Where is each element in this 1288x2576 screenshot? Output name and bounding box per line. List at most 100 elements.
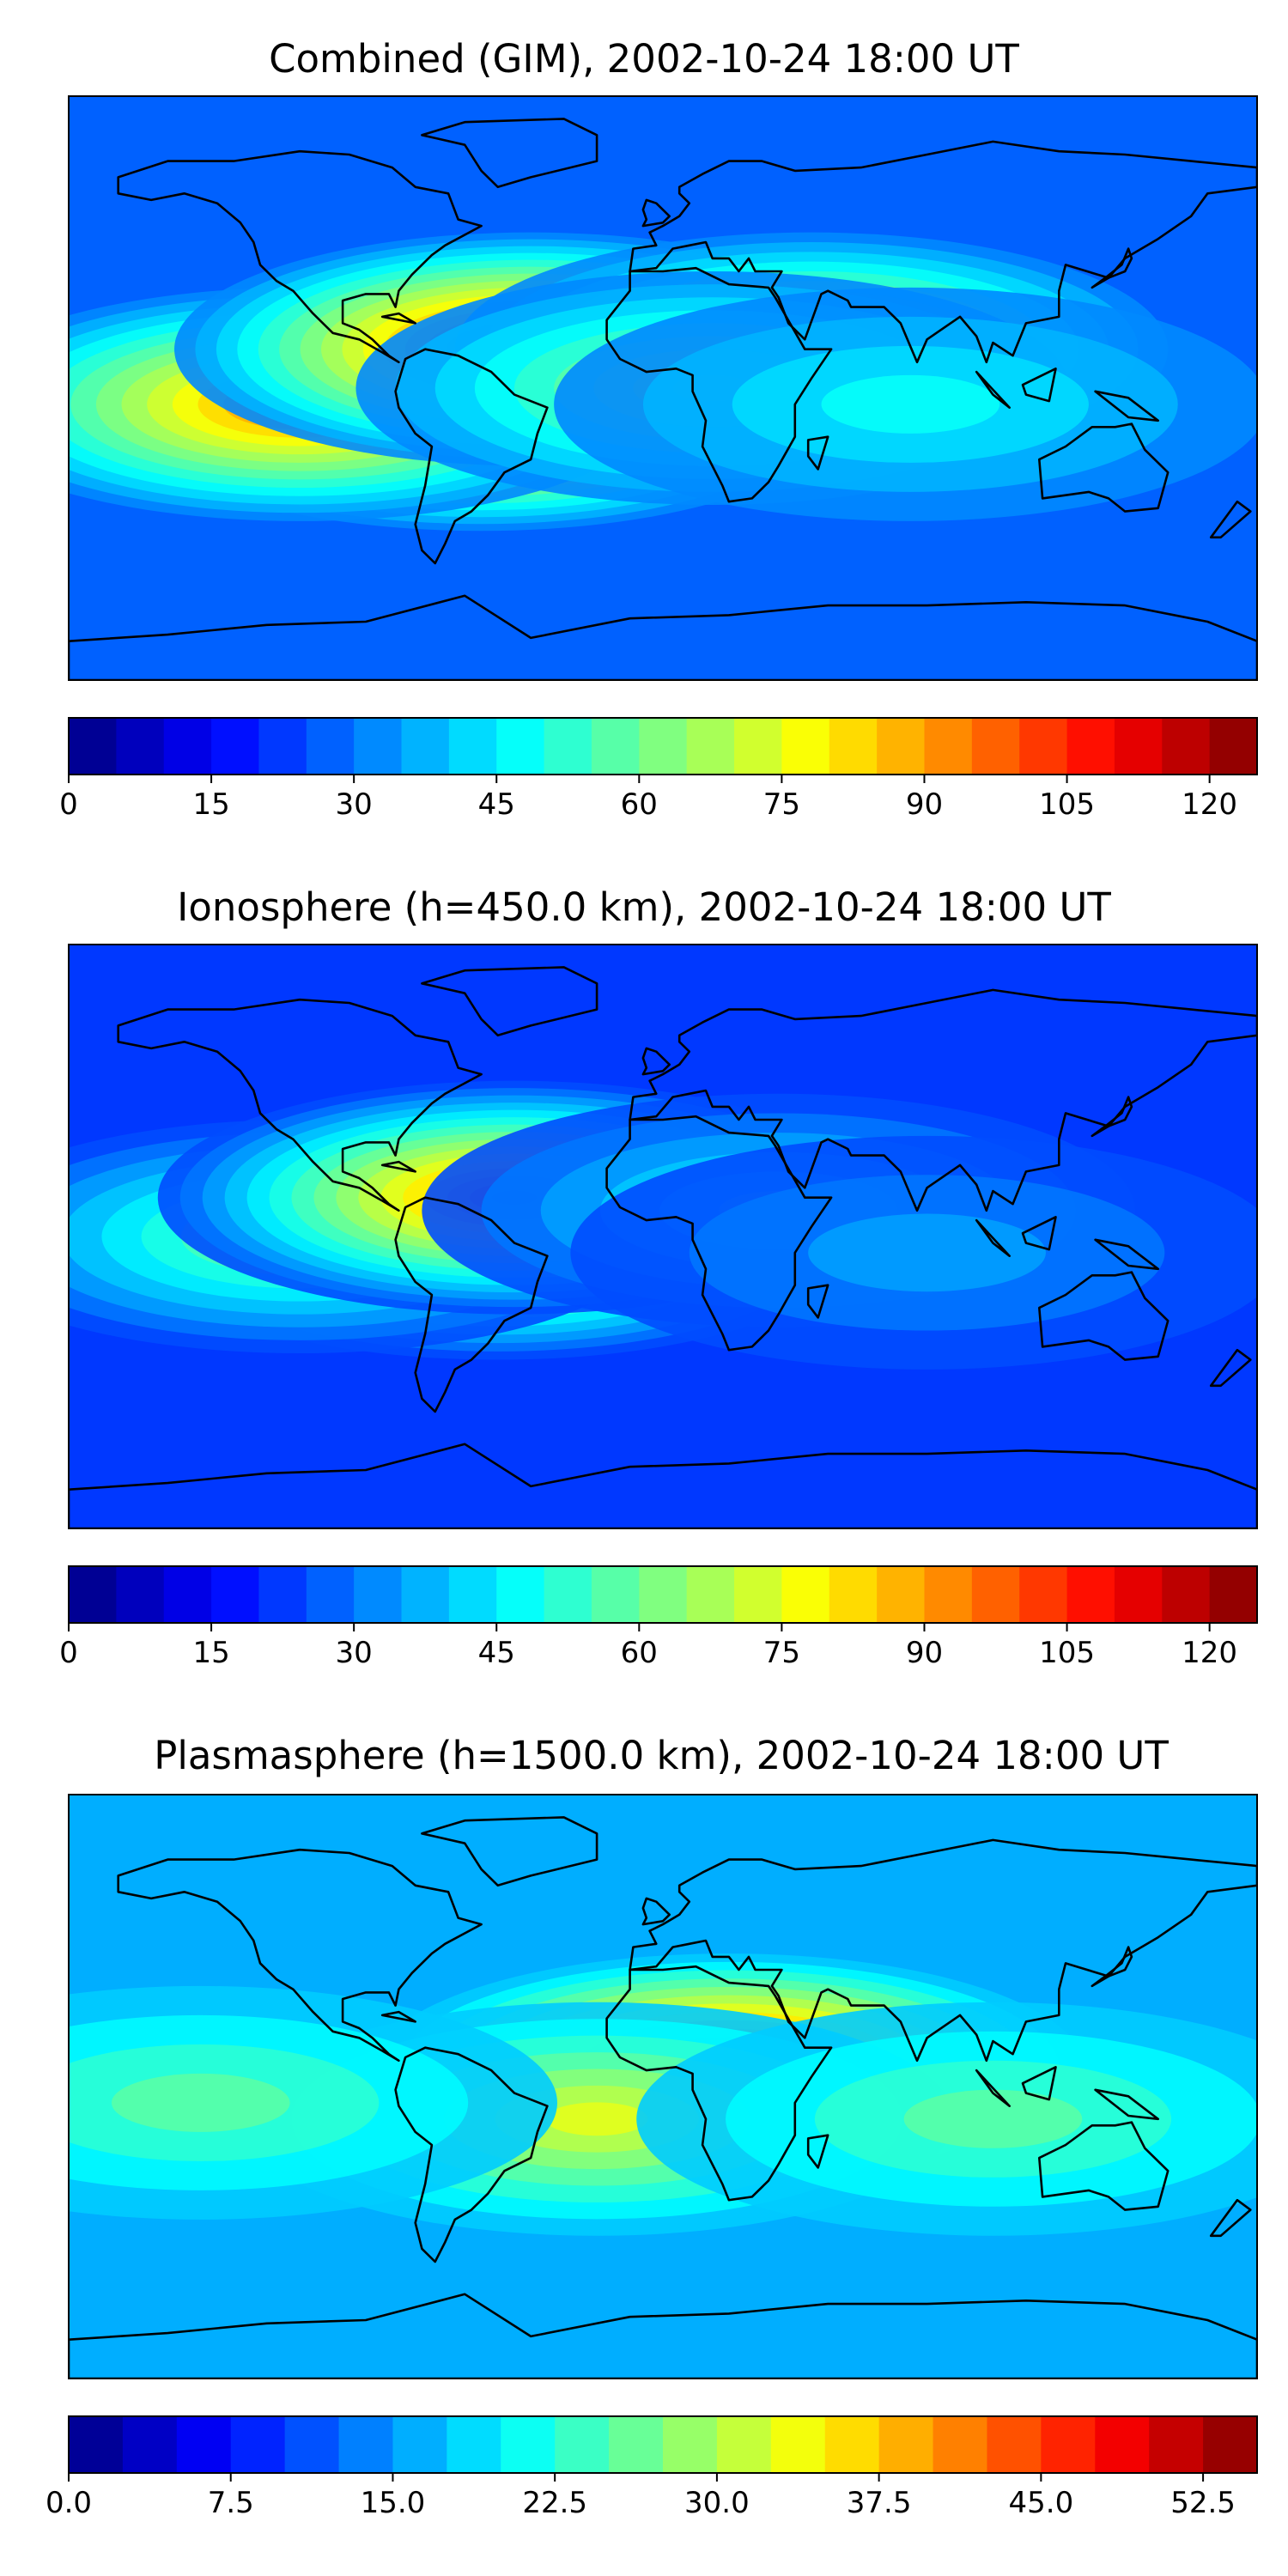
- panel-combined: Combined (GIM), 2002-10-24 18:00 UT 0 15 3…: [59, 36, 1258, 822]
- coastline: [1091, 1096, 1133, 1138]
- coastline: [1021, 1216, 1057, 1251]
- colorbar-swatch: [734, 718, 782, 775]
- colorbar-swatch: [501, 2416, 556, 2473]
- coastline: [806, 435, 829, 471]
- colorbar-swatch: [1209, 1566, 1258, 1623]
- colorbar-swatch: [1203, 2416, 1258, 2473]
- colorbar-tick-label: 22.5: [522, 2486, 587, 2520]
- colorbar-swatch: [163, 1566, 212, 1623]
- colorbar-tick-label: 52.5: [1170, 2486, 1236, 2520]
- colorbar-swatch: [877, 1566, 926, 1623]
- coastline: [605, 266, 833, 503]
- coastline: [117, 149, 483, 364]
- colorbar-tick-label: 60: [621, 1636, 658, 1670]
- colorbar-swatch: [1041, 2416, 1096, 2473]
- colorbar-frame: [68, 1565, 1258, 1624]
- colorbar-swatch: [116, 718, 165, 775]
- colorbar: 0 15 30 45 60 75 90 105 120: [59, 1565, 1258, 1670]
- coastline: [629, 1838, 1257, 2063]
- coastline: [641, 198, 671, 228]
- tec-field: [69, 945, 1257, 1528]
- colorbar-swatch: [829, 1566, 878, 1623]
- coastline: [629, 140, 1257, 364]
- coastline: [421, 118, 598, 189]
- colorbar-swatch: [1114, 1566, 1163, 1623]
- field-region: [69, 1985, 557, 2220]
- coastline: [1094, 2088, 1159, 2121]
- colorbar-swatch: [1162, 1566, 1211, 1623]
- colorbar-tick-label: 30: [336, 787, 373, 822]
- contour-level: [545, 2102, 648, 2136]
- coastline: [629, 988, 1257, 1212]
- colorbar-swatch: [392, 2416, 447, 2473]
- colorbar-swatch: [971, 1566, 1020, 1623]
- coastline: [380, 2010, 416, 2023]
- colorbar-swatch: [1162, 718, 1211, 775]
- coastline: [1094, 390, 1159, 422]
- colorbar-tick-label: 75: [763, 1636, 800, 1670]
- colorbar-swatch: [122, 2416, 178, 2473]
- colorbar-swatch: [69, 2416, 124, 2473]
- coastlines: [69, 118, 1257, 680]
- coastline: [1038, 1271, 1170, 1361]
- coastline: [975, 1218, 1011, 1257]
- colorbar-swatch: [258, 1566, 307, 1623]
- colorbar-tick-label: 75: [763, 787, 800, 822]
- colorbar-swatch: [284, 2416, 340, 2473]
- coastline: [975, 2069, 1011, 2107]
- colorbar-swatch: [924, 718, 973, 775]
- colorbar-swatch: [591, 718, 640, 775]
- colorbar-frame: [68, 2415, 1258, 2474]
- colorbar-swatch: [230, 2416, 286, 2473]
- coastline: [421, 1816, 598, 1887]
- coastline: [117, 1848, 483, 2063]
- colorbar-tick-label: 15.0: [361, 2486, 426, 2520]
- tec-field: [69, 96, 1257, 680]
- colorbar-swatch: [609, 2416, 664, 2473]
- coastline: [1209, 1348, 1252, 1388]
- colorbar-swatch: [306, 718, 355, 775]
- colorbar-tick-label: 45: [478, 787, 515, 822]
- colorbar-swatch: [163, 718, 212, 775]
- colorbar-tick-label: 30.0: [684, 2486, 750, 2520]
- colorbar-tick-label: 120: [1182, 787, 1237, 822]
- colorbar-swatch: [1209, 718, 1258, 775]
- colorbar-swatch: [496, 718, 545, 775]
- map-area: [68, 944, 1258, 1529]
- colorbar-tick-label: 15: [192, 1636, 229, 1670]
- colorbar: 0 15 30 45 60 75 90 105 120: [59, 717, 1258, 822]
- colorbar-swatch: [211, 718, 260, 775]
- contour-level: [821, 374, 1000, 434]
- map-area: [68, 95, 1258, 681]
- colorbar-swatch: [401, 1566, 450, 1623]
- colorbar-tick-label: 45.0: [1009, 2486, 1074, 2520]
- colorbar: 0.0 7.5 15.0 22.5 30.0 37.5 45.0 52.5: [46, 2415, 1258, 2520]
- colorbar-swatch: [1095, 2416, 1150, 2473]
- colorbar-frame: [68, 717, 1258, 775]
- colorbar-swatch: [829, 718, 878, 775]
- colorbar-swatch: [877, 718, 926, 775]
- panel-ionosphere: Ionosphere (h=450.0 km), 2002-10-24 18:0…: [59, 884, 1258, 1670]
- colorbar-swatch: [496, 1566, 545, 1623]
- panel-title: Combined (GIM), 2002-10-24 18:00 UT: [269, 36, 1019, 82]
- panel-title: Plasmasphere (h=1500.0 km), 2002-10-24 1…: [154, 1733, 1169, 1778]
- colorbar-tick-label: 90: [906, 1636, 943, 1670]
- coastline: [380, 312, 416, 325]
- colorbar-swatch: [306, 1566, 355, 1623]
- colorbar-tick-label: 7.5: [208, 2486, 254, 2520]
- colorbar-swatch: [338, 2416, 394, 2473]
- colorbar-swatch: [354, 1566, 403, 1623]
- map-area: [68, 1794, 1258, 2379]
- map-frame: [68, 1794, 1258, 2379]
- colorbar-tick-label: 15: [192, 787, 229, 822]
- colorbar-swatch: [354, 718, 403, 775]
- colorbar-swatch: [933, 2416, 988, 2473]
- colorbar-swatch: [770, 2416, 826, 2473]
- colorbar-swatch: [176, 2416, 232, 2473]
- field-region: [554, 287, 1257, 521]
- coastline: [641, 1897, 671, 1926]
- panel-plasmasphere: Plasmasphere (h=1500.0 km), 2002-10-24 1…: [46, 1733, 1258, 2520]
- field-region: [570, 1135, 1257, 1370]
- coastline: [394, 348, 549, 565]
- colorbar-swatch: [686, 1566, 735, 1623]
